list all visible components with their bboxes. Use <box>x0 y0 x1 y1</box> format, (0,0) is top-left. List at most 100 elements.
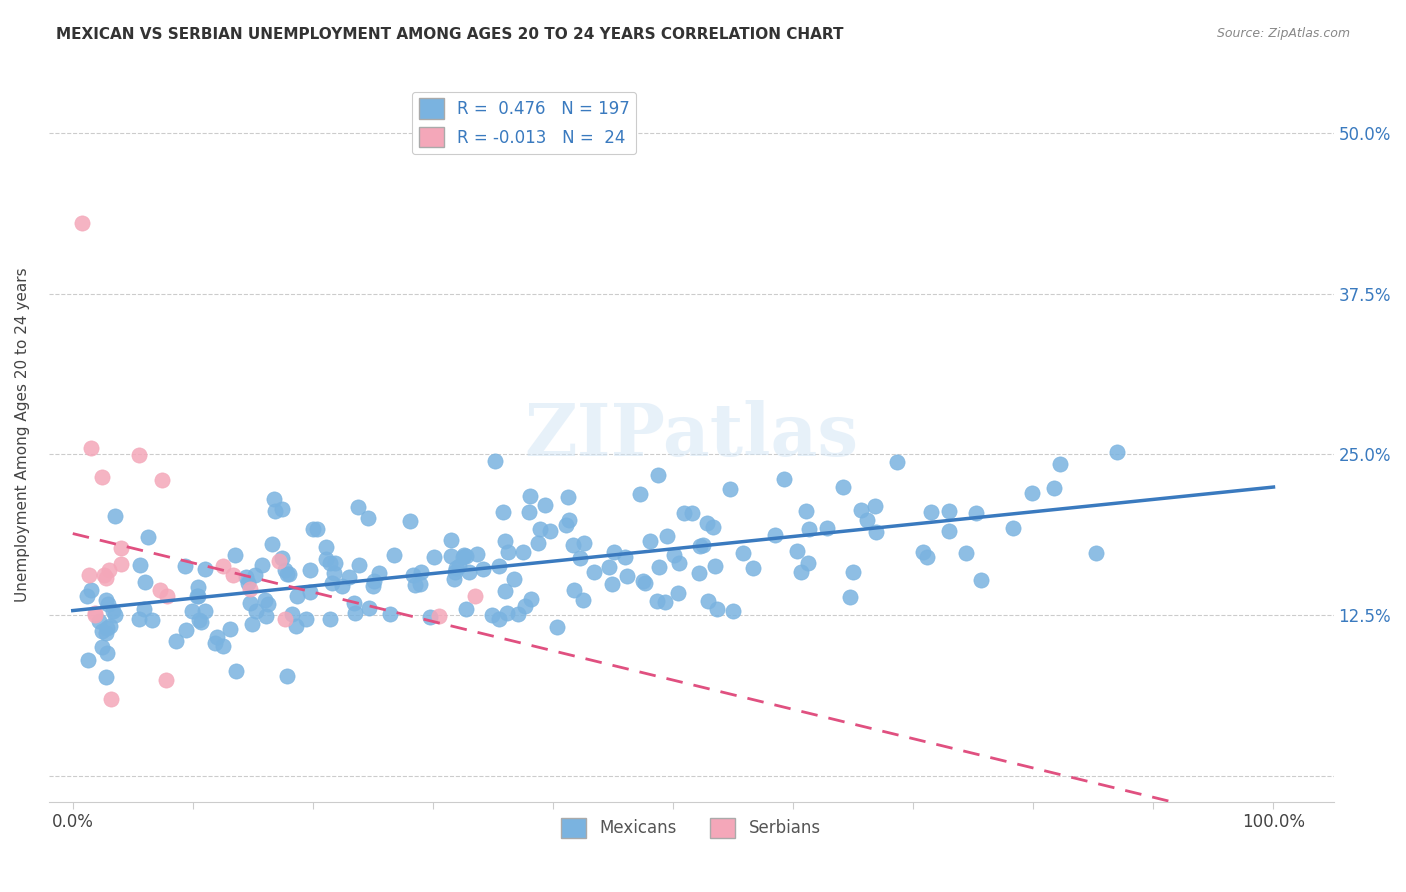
Point <box>321 575 343 590</box>
Point <box>84 606 107 620</box>
Point <box>285 589 308 603</box>
Point <box>402 567 425 582</box>
Point <box>603 545 626 559</box>
Point <box>488 611 510 625</box>
Point <box>1021 485 1043 500</box>
Point <box>110 541 132 555</box>
Point <box>965 506 987 520</box>
Point <box>263 492 285 507</box>
Point <box>572 536 595 550</box>
Point <box>583 565 606 579</box>
Point <box>538 524 561 539</box>
Point <box>174 623 197 637</box>
Point <box>76 653 98 667</box>
Point <box>94 592 117 607</box>
Point <box>555 518 578 533</box>
Point <box>399 514 422 528</box>
Point <box>254 609 277 624</box>
Point <box>645 594 668 608</box>
Point <box>72 216 94 230</box>
Point <box>222 567 245 582</box>
Legend: Mexicans, Serbians: Mexicans, Serbians <box>555 811 828 845</box>
Point <box>472 562 495 576</box>
Point <box>634 576 657 591</box>
Point <box>955 546 977 560</box>
Point <box>1084 546 1107 560</box>
Point <box>647 468 669 483</box>
Point <box>503 572 526 586</box>
Point <box>273 612 295 626</box>
Point <box>79 582 101 597</box>
Point <box>786 544 808 558</box>
Point <box>194 604 217 618</box>
Point <box>245 604 267 618</box>
Point <box>508 607 530 621</box>
Point <box>101 604 124 618</box>
Point <box>938 504 960 518</box>
Point <box>367 566 389 580</box>
Point <box>277 567 299 582</box>
Point <box>262 537 284 551</box>
Point <box>453 550 475 565</box>
Y-axis label: Unemployment Among Ages 20 to 24 years: Unemployment Among Ages 20 to 24 years <box>15 268 30 602</box>
Point <box>76 589 98 603</box>
Point <box>295 612 318 626</box>
Point <box>155 673 177 687</box>
Point <box>655 529 678 543</box>
Point <box>380 607 402 622</box>
Point <box>832 479 855 493</box>
Point <box>239 596 262 610</box>
Point <box>90 640 112 655</box>
Point <box>481 607 503 622</box>
Point <box>938 524 960 538</box>
Point <box>330 579 353 593</box>
Point <box>815 521 838 535</box>
Point <box>235 570 257 584</box>
Point <box>706 602 728 616</box>
Point <box>224 548 246 562</box>
Text: MEXICAN VS SERBIAN UNEMPLOYMENT AMONG AGES 20 TO 24 YEARS CORRELATION CHART: MEXICAN VS SERBIAN UNEMPLOYMENT AMONG AG… <box>56 27 844 42</box>
Point <box>409 577 432 591</box>
Point <box>250 558 273 572</box>
Point <box>302 522 325 536</box>
Point <box>721 604 744 618</box>
Point <box>165 633 187 648</box>
Point <box>281 607 304 621</box>
Point <box>614 550 637 565</box>
Point <box>173 559 195 574</box>
Point <box>572 592 595 607</box>
Point <box>136 530 159 544</box>
Point <box>212 639 235 653</box>
Point <box>790 565 813 579</box>
Point <box>654 595 676 609</box>
Point <box>672 506 695 520</box>
Point <box>529 522 551 536</box>
Point <box>696 516 718 531</box>
Point <box>1049 457 1071 471</box>
Point <box>225 664 247 678</box>
Point <box>128 612 150 626</box>
Point <box>733 546 755 560</box>
Point <box>104 509 127 524</box>
Text: Source: ZipAtlas.com: Source: ZipAtlas.com <box>1216 27 1350 40</box>
Point <box>187 613 209 627</box>
Point <box>315 551 337 566</box>
Point <box>239 582 262 596</box>
Point <box>495 606 517 620</box>
Point <box>1001 521 1024 535</box>
Point <box>454 602 477 616</box>
Point <box>94 670 117 684</box>
Point <box>94 570 117 584</box>
Point <box>357 600 380 615</box>
Point <box>517 505 540 519</box>
Point <box>180 604 202 618</box>
Point <box>742 561 765 575</box>
Point <box>269 554 291 568</box>
Point <box>319 556 342 570</box>
Point <box>98 618 121 632</box>
Point <box>204 636 226 650</box>
Point <box>149 582 172 597</box>
Point <box>87 615 110 629</box>
Point <box>264 504 287 518</box>
Point <box>93 568 115 582</box>
